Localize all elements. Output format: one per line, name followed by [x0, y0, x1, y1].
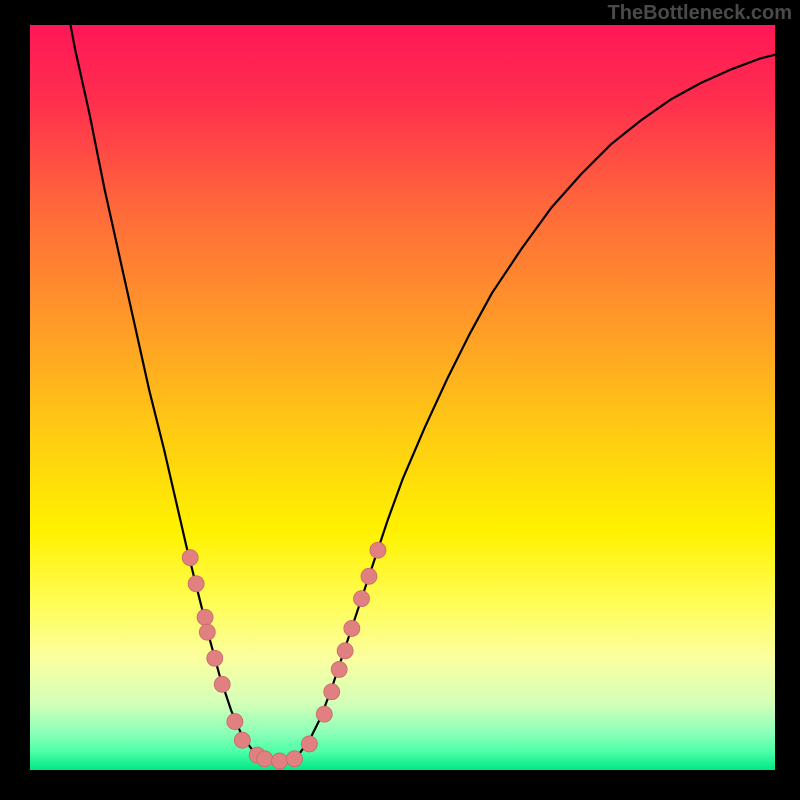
- data-marker: [324, 684, 340, 700]
- data-marker: [199, 624, 215, 640]
- data-marker: [227, 714, 243, 730]
- curve-overlay: [30, 25, 775, 770]
- bottleneck-curve: [64, 25, 775, 761]
- data-marker: [182, 550, 198, 566]
- data-marker: [257, 751, 273, 767]
- data-marker: [188, 576, 204, 592]
- data-marker: [207, 650, 223, 666]
- data-marker: [337, 643, 353, 659]
- data-marker: [370, 542, 386, 558]
- data-markers: [182, 542, 386, 769]
- data-marker: [272, 753, 288, 769]
- data-marker: [361, 568, 377, 584]
- data-marker: [286, 751, 302, 767]
- data-marker: [214, 676, 230, 692]
- chart-container: TheBottleneck.com: [0, 0, 800, 800]
- plot-area: [30, 25, 775, 770]
- data-marker: [331, 661, 347, 677]
- data-marker: [301, 736, 317, 752]
- data-marker: [234, 732, 250, 748]
- data-marker: [197, 609, 213, 625]
- data-marker: [344, 620, 360, 636]
- watermark-text: TheBottleneck.com: [608, 2, 792, 25]
- data-marker: [316, 706, 332, 722]
- data-marker: [354, 591, 370, 607]
